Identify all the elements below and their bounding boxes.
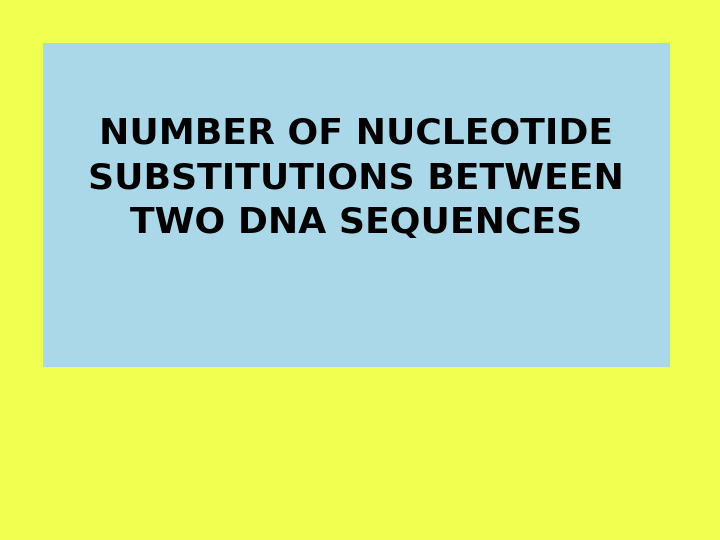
- Text: NUMBER OF NUCLEOTIDE
SUBSTITUTIONS BETWEEN
TWO DNA SEQUENCES: NUMBER OF NUCLEOTIDE SUBSTITUTIONS BETWE…: [89, 117, 624, 240]
- FancyBboxPatch shape: [43, 43, 670, 367]
